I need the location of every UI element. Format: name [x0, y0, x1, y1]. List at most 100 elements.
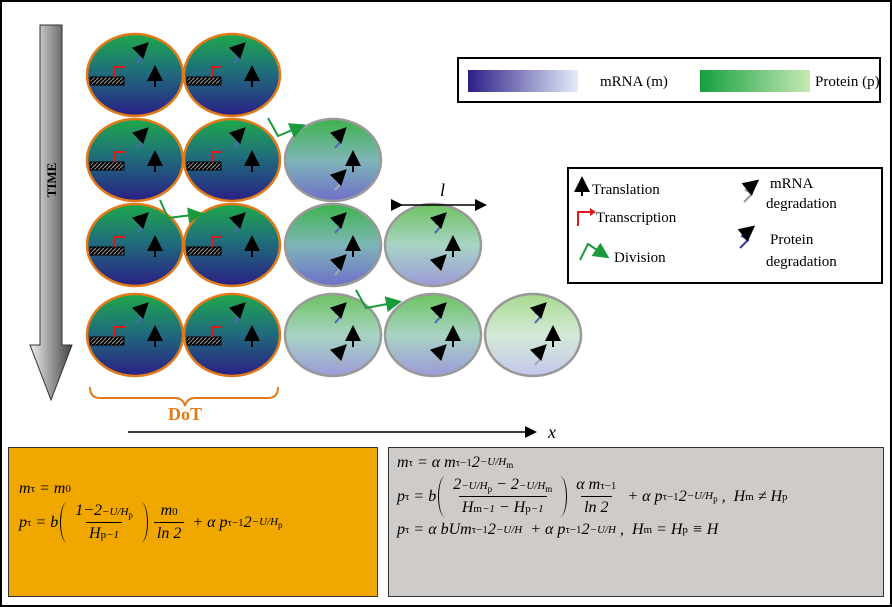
cell — [184, 204, 280, 286]
superscript: −1 — [106, 529, 119, 541]
cell — [87, 119, 183, 201]
cell — [184, 294, 280, 376]
x-axis-label: x — [547, 422, 556, 442]
math-text: −U/H — [102, 506, 128, 518]
math-text: m — [506, 460, 513, 470]
math-text: τ−1 — [472, 524, 488, 536]
numerator: 2−U/Hp − 2−U/Hm — [450, 476, 555, 496]
cell — [87, 294, 183, 376]
math-text: p — [397, 521, 405, 539]
gene — [187, 77, 221, 85]
math-text: p — [128, 510, 133, 520]
math-text: , H — [616, 521, 644, 539]
protein-key-label: Protein (p) — [815, 74, 880, 90]
math-text: −U/H — [496, 524, 522, 536]
fraction: m0ln 2 — [154, 502, 184, 543]
parenthesis: 1−2−U/HpHp −1 — [60, 502, 148, 543]
superscript: −1 — [531, 503, 544, 515]
math-text: 1−2 — [75, 502, 102, 520]
subscript: m — [545, 484, 552, 494]
superscript: −U/Hp — [252, 516, 283, 530]
denominator: ln 2 — [154, 522, 184, 543]
superscript: −U/H — [496, 524, 522, 536]
fraction: 2−U/Hp − 2−U/HmHm−1 − Hp−1 — [450, 476, 555, 517]
figure: TIME DoT x l mRNA (m) Protein (p) Transl… — [0, 0, 892, 607]
time-label: TIME — [44, 163, 59, 198]
equation: pτ = α bUmτ−12−U/H + α pτ−12−U/H , Hm = … — [397, 521, 875, 539]
math-text: α m — [576, 476, 600, 494]
length-label: l — [440, 180, 445, 200]
math-text: H — [89, 525, 101, 543]
gene — [90, 77, 124, 85]
math-text: 2 — [472, 454, 480, 472]
mrna-key-label: mRNA (m) — [600, 74, 668, 90]
subscript: τ−1 — [663, 491, 679, 503]
cell — [87, 204, 183, 286]
math-text: = H — [652, 521, 682, 539]
protein-swatch — [700, 70, 810, 92]
math-text: m — [19, 480, 31, 498]
fraction: 1−2−U/HpHp −1 — [72, 502, 136, 543]
legend-label: degradation — [766, 196, 837, 212]
math-text: τ−1 — [456, 457, 472, 469]
subscript: τ−1 — [456, 457, 472, 469]
cell — [385, 204, 481, 286]
legend-label: Protein — [770, 232, 814, 248]
legend-label: Translation — [592, 182, 660, 198]
math-text: −U/H — [590, 524, 616, 536]
math-text: 0 — [172, 506, 178, 518]
cell — [285, 204, 381, 286]
gene — [90, 162, 124, 170]
cell — [385, 294, 481, 376]
superscript: −U/Hp — [461, 480, 492, 494]
subscript: τ−1 — [472, 524, 488, 536]
mrna-swatch — [468, 70, 578, 92]
cell — [87, 34, 183, 116]
math-text: τ−1 — [663, 491, 679, 503]
math-text: τ−1 — [228, 517, 244, 529]
math-text: m — [397, 454, 409, 472]
subscript: τ−1 — [228, 517, 244, 529]
math-text: + α p — [623, 488, 662, 506]
math-text: τ−1 — [600, 480, 616, 492]
superscript: −1 — [482, 503, 495, 515]
math-text: = m — [35, 480, 65, 498]
subscript: m — [473, 503, 482, 515]
subscript: 0 — [172, 506, 178, 518]
subscript: τ−1 — [565, 524, 581, 536]
math-text: 2 — [582, 521, 590, 539]
math-text: = α m — [413, 454, 456, 472]
math-text: , H — [718, 488, 746, 506]
math-text: m — [161, 502, 173, 520]
math-text: = α bUm — [409, 521, 471, 539]
math-text: = b — [409, 488, 436, 506]
math-text: − 2 — [492, 476, 519, 494]
superscript: −U/Hp — [102, 506, 133, 520]
cell — [184, 34, 280, 116]
math-text: −U/H — [519, 480, 545, 492]
math-text: −U/H — [687, 490, 713, 502]
math-text: p — [19, 514, 27, 532]
superscript: −U/Hm — [519, 480, 552, 494]
superscript: −U/Hm — [480, 456, 513, 470]
math-text: m — [545, 484, 552, 494]
math-text: −U/H — [252, 516, 278, 528]
math-text: m — [745, 491, 754, 503]
legend-label: degradation — [766, 254, 837, 270]
math-text: τ−1 — [565, 524, 581, 536]
numerator: m0 — [158, 502, 181, 522]
legend-label: Transcription — [596, 210, 677, 226]
gene — [187, 247, 221, 255]
gene — [90, 337, 124, 345]
math-text: + α p — [188, 514, 227, 532]
math-text: m — [644, 524, 653, 536]
subscript: p — [278, 520, 283, 530]
equation: mτ = m0 — [19, 480, 367, 498]
math-text: 2 — [488, 521, 496, 539]
math-text: + α p — [522, 521, 565, 539]
